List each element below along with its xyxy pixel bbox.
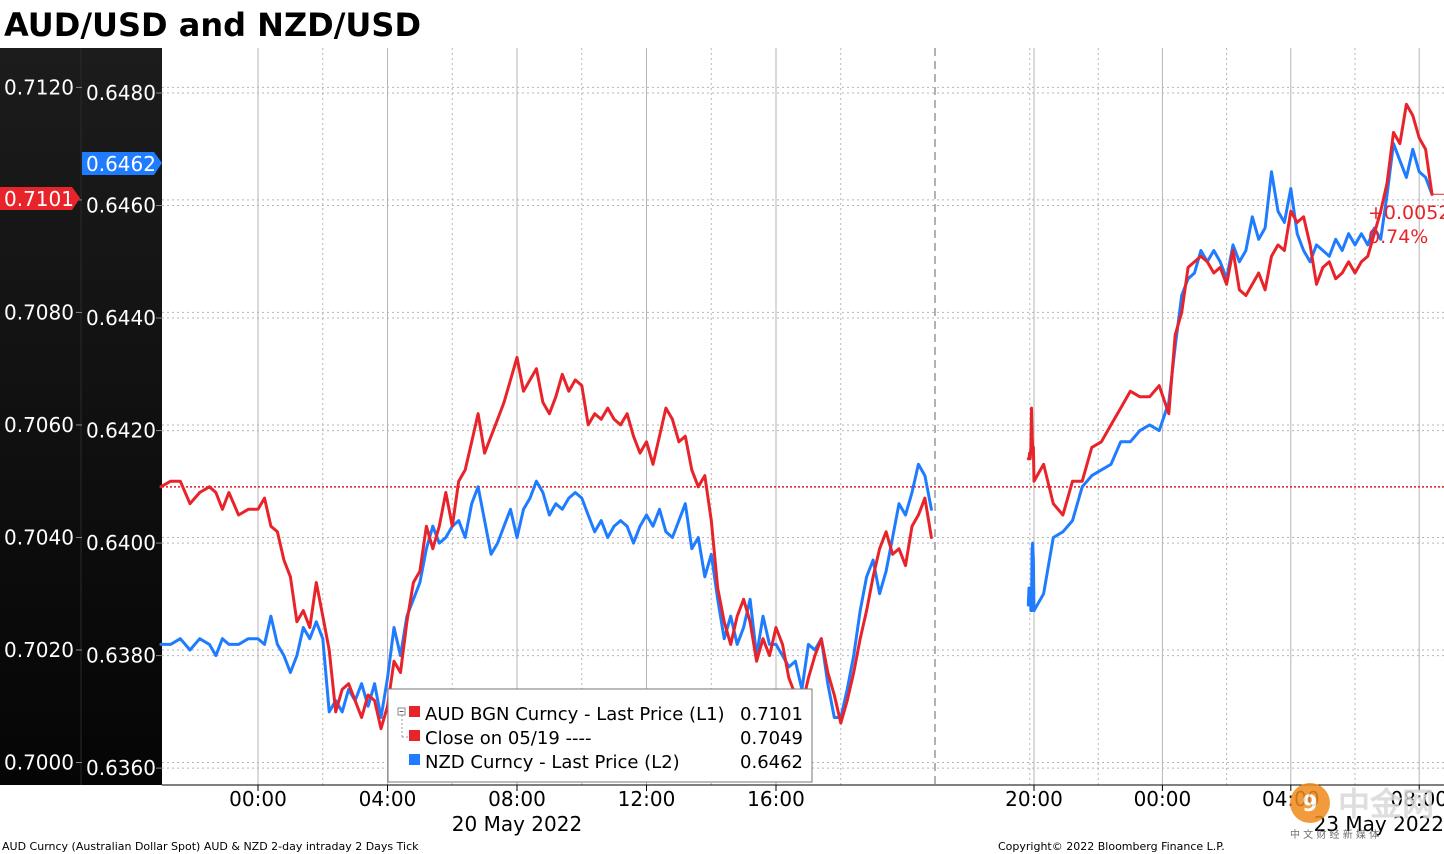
x-tick-label: 12:00 (618, 787, 676, 811)
series-group (159, 102, 1444, 731)
y-tick-label-aud: 0.7080 (4, 300, 74, 324)
y-tick-label-nzd: 0.6400 (86, 531, 156, 555)
x-tick-label: 00:00 (1134, 787, 1192, 811)
legend-swatch-nzd (409, 754, 420, 765)
gridlines (162, 48, 1444, 838)
legend-swatch-aud (409, 706, 420, 717)
nzd-last-price-tag: 0.6462 (82, 152, 162, 176)
aud-series-line (1026, 102, 1434, 517)
x-tick-label: 08:00 (488, 787, 546, 811)
y-tick-label-nzd: 0.6420 (86, 419, 156, 443)
y-tick-label-aud: 0.7000 (4, 750, 74, 774)
y-tick-label-nzd: 0.6460 (86, 194, 156, 218)
x-tick-label: 00:00 (229, 787, 287, 811)
change-abs: +0.0052 (1368, 202, 1444, 224)
y-tick-label-nzd: 0.6440 (86, 306, 156, 330)
x-tick-label: 16:00 (747, 787, 805, 811)
legend: AUD BGN Curncy - Last Price (L1) 0.7101 … (387, 688, 813, 783)
y-tick-label-nzd: 0.6360 (86, 756, 156, 780)
change-pct: 0.74% (1368, 226, 1428, 248)
x-tick-label: 20:00 (1005, 787, 1063, 811)
legend-value-nzd: 0.6462 (740, 752, 803, 773)
x-axis-labels: 00:0004:0008:0012:0016:0020:0000:0004:00… (229, 785, 1444, 836)
watermark-subtext: 中 文 财 经 新 媒 体 (1290, 828, 1379, 841)
watermark-logo-char: 9 (1302, 792, 1317, 817)
chart-title: AUD/USD and NZD/USD (4, 6, 421, 44)
x-axis-band (162, 785, 1444, 838)
y-tick-label-aud: 0.7020 (4, 638, 74, 662)
nzd-last-price-tag-text: 0.6462 (86, 152, 156, 176)
legend-swatch-close (409, 730, 420, 741)
change-annotation: +0.0052 0.74% (1368, 202, 1444, 248)
x-date-label: 20 May 2022 (452, 812, 582, 836)
legend-label-aud: AUD BGN Curncy - Last Price (L1) (425, 704, 725, 725)
y-tick-label-aud: 0.7120 (4, 75, 74, 99)
y-tick-label-nzd: 0.6380 (86, 644, 156, 668)
y-tick-label-nzd: 0.6480 (86, 81, 156, 105)
aud-last-price-tag: 0.7101 (0, 187, 80, 211)
legend-label-nzd: NZD Curncy - Last Price (L2) (425, 752, 680, 773)
nzd-series-line (159, 462, 933, 719)
aud-last-price-tag-text: 0.7101 (4, 187, 74, 211)
footer-copyright: Copyright© 2022 Bloomberg Finance L.P. (998, 840, 1225, 853)
legend-label-close: Close on 05/19 ---- (425, 728, 591, 749)
title-band (0, 0, 1444, 47)
x-tick-label: 08:00 (1390, 787, 1444, 811)
plot-area (162, 48, 1444, 785)
legend-box (387, 688, 813, 783)
y-tick-label-aud: 0.7060 (4, 413, 74, 437)
watermark: 9 中金网 中 文 财 经 新 媒 体 (1290, 783, 1434, 841)
aud-series-line (159, 355, 933, 731)
watermark-logo-icon (1290, 783, 1330, 823)
footer-description: AUD Curncy (Australian Dollar Spot) AUD … (2, 840, 419, 853)
footer-band (0, 838, 1444, 854)
x-tick-label: 04:00 (359, 787, 417, 811)
watermark-text: 中金网 (1338, 785, 1434, 823)
y-tick-label-aud: 0.7040 (4, 525, 74, 549)
legend-value-aud: 0.7101 (740, 704, 803, 725)
legend-value-close: 0.7049 (740, 728, 803, 749)
x-date-label: 23 May 2022 (1314, 812, 1444, 836)
